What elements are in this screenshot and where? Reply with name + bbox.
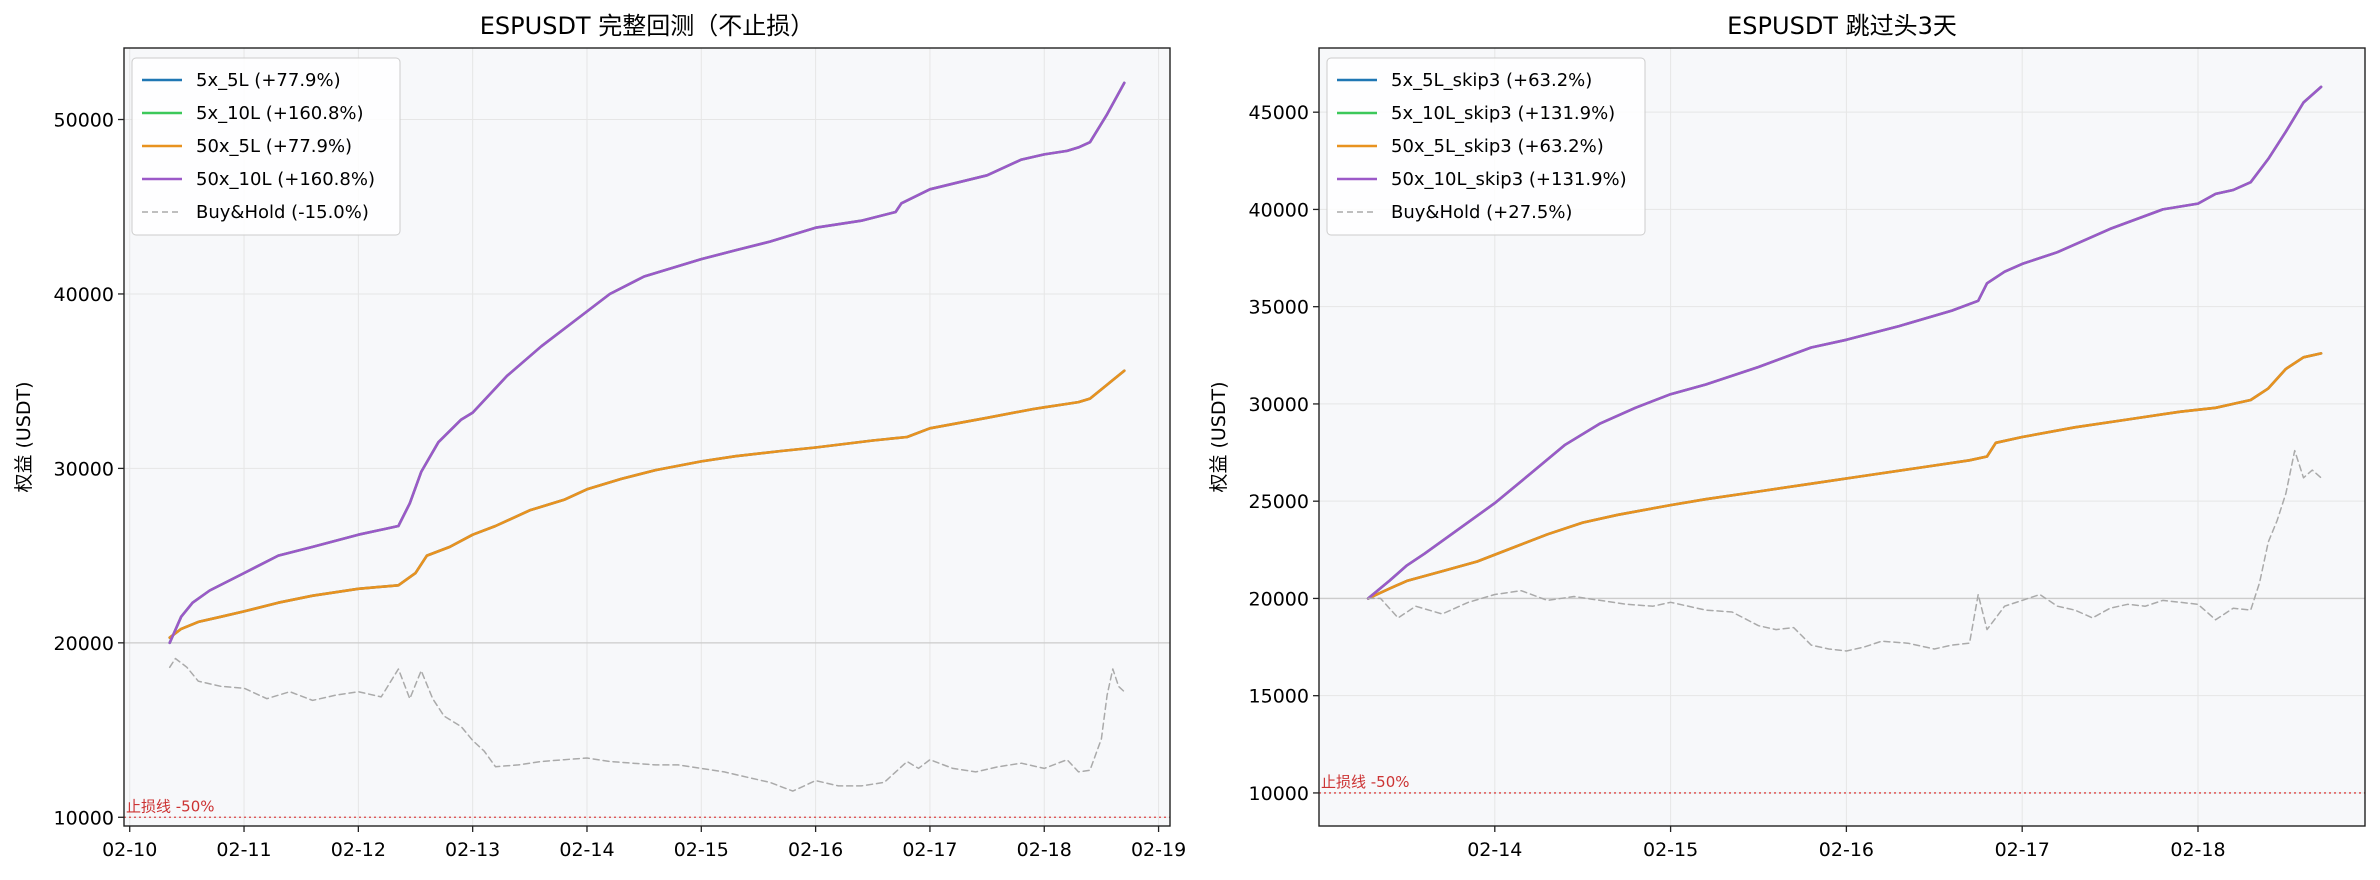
- chart-2-legend-label: 50x_5L_skip3 (+63.2%): [1391, 136, 1604, 157]
- chart-2-legend-label: Buy&Hold (+27.5%): [1391, 202, 1572, 223]
- chart-1-xtick-label: 02-19: [1131, 839, 1186, 861]
- chart-1-title: ESPUSDT 完整回测（不止损）: [480, 12, 814, 40]
- chart-1-xtick-label: 02-17: [902, 839, 957, 861]
- chart-2-grid: [1319, 48, 2365, 826]
- chart-1-line-buy-hold-15-0: [168, 657, 1126, 792]
- chart-1-ytick-label: 20000: [54, 633, 114, 655]
- chart-2-xtick-label: 02-16: [1819, 839, 1874, 861]
- chart-1-legend-label: 5x_5L (+77.9%): [196, 70, 341, 91]
- chart-2-ytick-label: 35000: [1249, 297, 1309, 319]
- chart-2-title: ESPUSDT 跳过头3天: [1727, 12, 1957, 40]
- chart-1-ytick-label: 10000: [54, 807, 114, 829]
- chart-2-legend-label: 50x_10L_skip3 (+131.9%): [1391, 169, 1627, 190]
- chart-2: 止损线 -50% 10000 15000 20000 25000 30000 35000 40…: [1208, 12, 2366, 861]
- chart-2-xtick-label: 02-17: [1995, 839, 2050, 861]
- chart-1-ytick-label: 30000: [54, 458, 114, 480]
- chart-1-xtick-label: 02-11: [216, 839, 271, 861]
- chart-2-line-50x-10l-skip3-131-9: [1366, 85, 2323, 600]
- chart-1-ylabel: 权益 (USDT): [13, 381, 35, 492]
- chart-2-legend-label: 5x_10L_skip3 (+131.9%): [1391, 103, 1615, 124]
- chart-1-xtick-label: 02-18: [1017, 839, 1072, 861]
- chart-2-series: [1366, 85, 2323, 652]
- chart-1: 止损线 -50% 10000 20000 30000 40000 50000 02-10 02…: [13, 12, 1186, 861]
- chart-1-xtick-label: 02-10: [102, 839, 157, 861]
- chart-2-legend-label: 5x_5L_skip3 (+63.2%): [1391, 70, 1592, 91]
- chart-2-xtick-label: 02-18: [2170, 839, 2225, 861]
- chart-1-ytick-label: 50000: [54, 110, 114, 132]
- chart-1-ytick-label: 40000: [54, 284, 114, 306]
- chart-1-legend: 5x_5L (+77.9%) 5x_10L (+160.8%) 50x_5L (+7…: [131, 57, 401, 236]
- chart-1-xtick-label: 02-12: [331, 839, 386, 861]
- chart-2-ytick-label: 25000: [1249, 491, 1309, 513]
- chart-2-xtick-label: 02-14: [1467, 839, 1522, 861]
- chart-1-xtick-label: 02-15: [674, 839, 729, 861]
- chart-1-legend-label: Buy&Hold (-15.0%): [196, 202, 369, 223]
- chart-2-xtick-label: 02-15: [1643, 839, 1698, 861]
- chart-2-line-50x-5l-skip3-63-2: [1366, 352, 2323, 600]
- chart-1-xtick-label: 02-14: [559, 839, 614, 861]
- chart-2-ytick-label: 15000: [1249, 686, 1309, 708]
- chart-2-legend: 5x_5L_skip3 (+63.2%) 5x_10L_skip3 (+131.9…: [1326, 57, 1646, 236]
- chart-1-line-50x-10l-160-8: [168, 81, 1126, 645]
- chart-2-ytick-label: 30000: [1249, 394, 1309, 416]
- chart-2-line-buy-hold-27-5: [1367, 449, 2322, 652]
- chart-2-legend-box: [1326, 57, 1646, 236]
- chart-2-stop-label: 止损线 -50%: [1321, 773, 1410, 791]
- chart-1-stop-label: 止损线 -50%: [126, 797, 215, 815]
- chart-1-line-50x-5l-77-9: [168, 369, 1126, 639]
- chart-1-xtick-label: 02-13: [445, 839, 500, 861]
- chart-2-ytick-label: 10000: [1249, 783, 1309, 805]
- chart-1-legend-label: 50x_5L (+77.9%): [196, 136, 352, 157]
- chart-2-ytick-label: 45000: [1249, 102, 1309, 124]
- chart-1-legend-label: 50x_10L (+160.8%): [196, 169, 375, 190]
- chart-1-legend-box: [131, 57, 401, 236]
- chart-1-series: [168, 81, 1126, 792]
- chart-2-ytick-label: 20000: [1249, 588, 1309, 610]
- chart-2-frame: [1318, 47, 2366, 827]
- chart-2-ytick-label: 40000: [1249, 199, 1309, 221]
- chart-1-frame: [123, 47, 1171, 827]
- chart-2-ylabel: 权益 (USDT): [1208, 381, 1230, 492]
- chart-1-xtick-label: 02-16: [788, 839, 843, 861]
- chart-1-legend-label: 5x_10L (+160.8%): [196, 103, 364, 124]
